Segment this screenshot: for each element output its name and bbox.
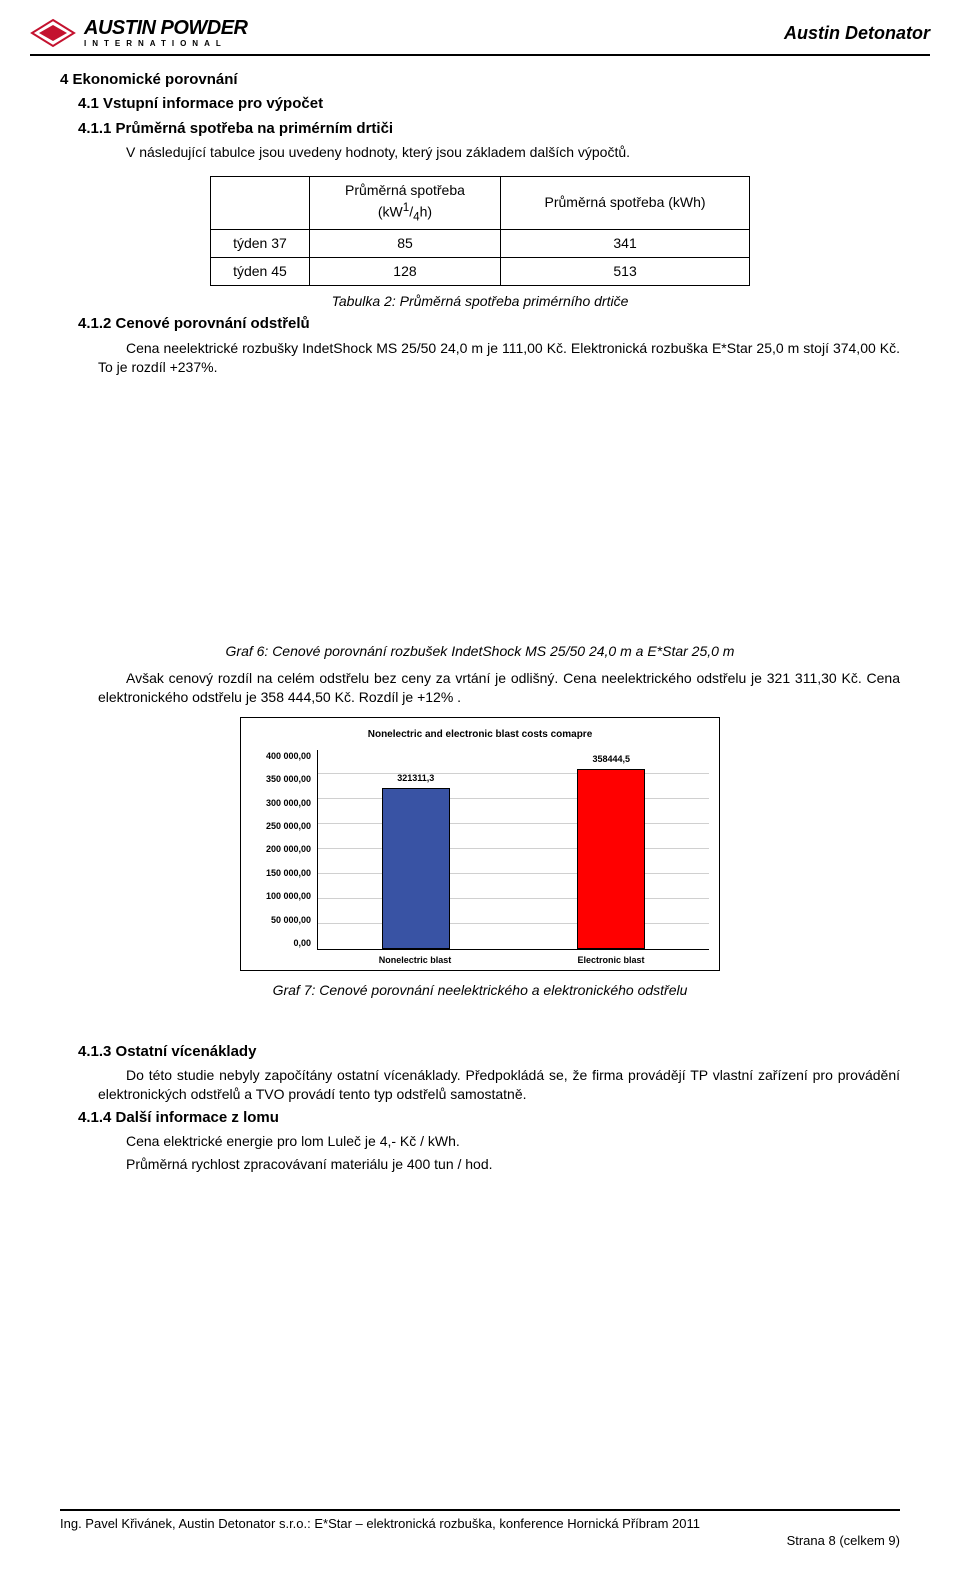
p-graf6: Avšak cenový rozdíl na celém odstřelu be… — [60, 669, 900, 707]
page-footer: Ing. Pavel Křivánek, Austin Detonator s.… — [60, 1509, 900, 1550]
chart-xlabels: Nonelectric blastElectronic blast — [317, 954, 709, 966]
p-4-1-1: V následující tabulce jsou uvedeny hodno… — [60, 143, 900, 162]
cell: týden 37 — [211, 229, 310, 257]
table-spotreba: Průměrná spotřeba(kW1/4h) Průměrná spotř… — [210, 176, 750, 286]
cell: týden 45 — [211, 257, 310, 285]
table-row: týden 45 128 513 — [211, 257, 750, 285]
brand-right: Austin Detonator — [784, 21, 930, 45]
th-col2: Průměrná spotřeba(kW1/4h) — [309, 176, 500, 229]
chart-graf7: Nonelectric and electronic blast costs c… — [240, 717, 720, 971]
footer-line2: Strana 8 (celkem 9) — [60, 1532, 900, 1550]
section-4-1-1-title: 4.1.1 Průměrná spotřeba na primérním drt… — [60, 119, 900, 139]
cell: 85 — [309, 229, 500, 257]
logo-left: AUSTIN POWDER INTERNATIONAL — [30, 18, 248, 48]
p-4-1-4a: Cena elektrické energie pro lom Luleč je… — [60, 1132, 900, 1151]
chart-title: Nonelectric and electronic blast costs c… — [251, 728, 709, 742]
graf6-caption: Graf 6: Cenové porovnání rozbušek IndetS… — [60, 642, 900, 661]
table-row: týden 37 85 341 — [211, 229, 750, 257]
page-header: AUSTIN POWDER INTERNATIONAL Austin Deton… — [30, 18, 930, 56]
p-4-1-4b: Průměrná rychlost zpracovávaní materiálu… — [60, 1155, 900, 1174]
section-4-1-title: 4.1 Vstupní informace pro výpočet — [60, 94, 900, 114]
th-col3: Průměrná spotřeba (kWh) — [501, 176, 750, 229]
logo-diamond-icon — [30, 18, 76, 48]
brand-main: AUSTIN POWDER — [84, 18, 248, 38]
section-4-1-2-title: 4.1.2 Cenové porovnání odstřelů — [60, 314, 900, 334]
graf7-caption: Graf 7: Cenové porovnání neelektrického … — [60, 981, 900, 1000]
cell: 513 — [501, 257, 750, 285]
brand-sub: INTERNATIONAL — [84, 40, 248, 48]
section-4-1-4-title: 4.1.4 Další informace z lomu — [60, 1108, 900, 1128]
table-caption: Tabulka 2: Průměrná spotřeba primérního … — [60, 292, 900, 311]
cell: 341 — [501, 229, 750, 257]
p-4-1-2: Cena neelektrické rozbušky IndetShock MS… — [60, 339, 900, 377]
section-4-title: 4 Ekonomické porovnání — [60, 70, 900, 90]
chart-ylabels: 400 000,00350 000,00300 000,00250 000,00… — [251, 750, 317, 950]
p-4-1-3: Do této studie nebyly započítány ostatní… — [60, 1066, 900, 1104]
th-blank — [211, 176, 310, 229]
graf6-placeholder — [60, 376, 900, 636]
section-4-1-3-title: 4.1.3 Ostatní vícenáklady — [60, 1042, 900, 1062]
footer-line1: Ing. Pavel Křivánek, Austin Detonator s.… — [60, 1515, 900, 1533]
cell: 128 — [309, 257, 500, 285]
chart-plot: 321311,3358444,5 — [317, 750, 709, 950]
